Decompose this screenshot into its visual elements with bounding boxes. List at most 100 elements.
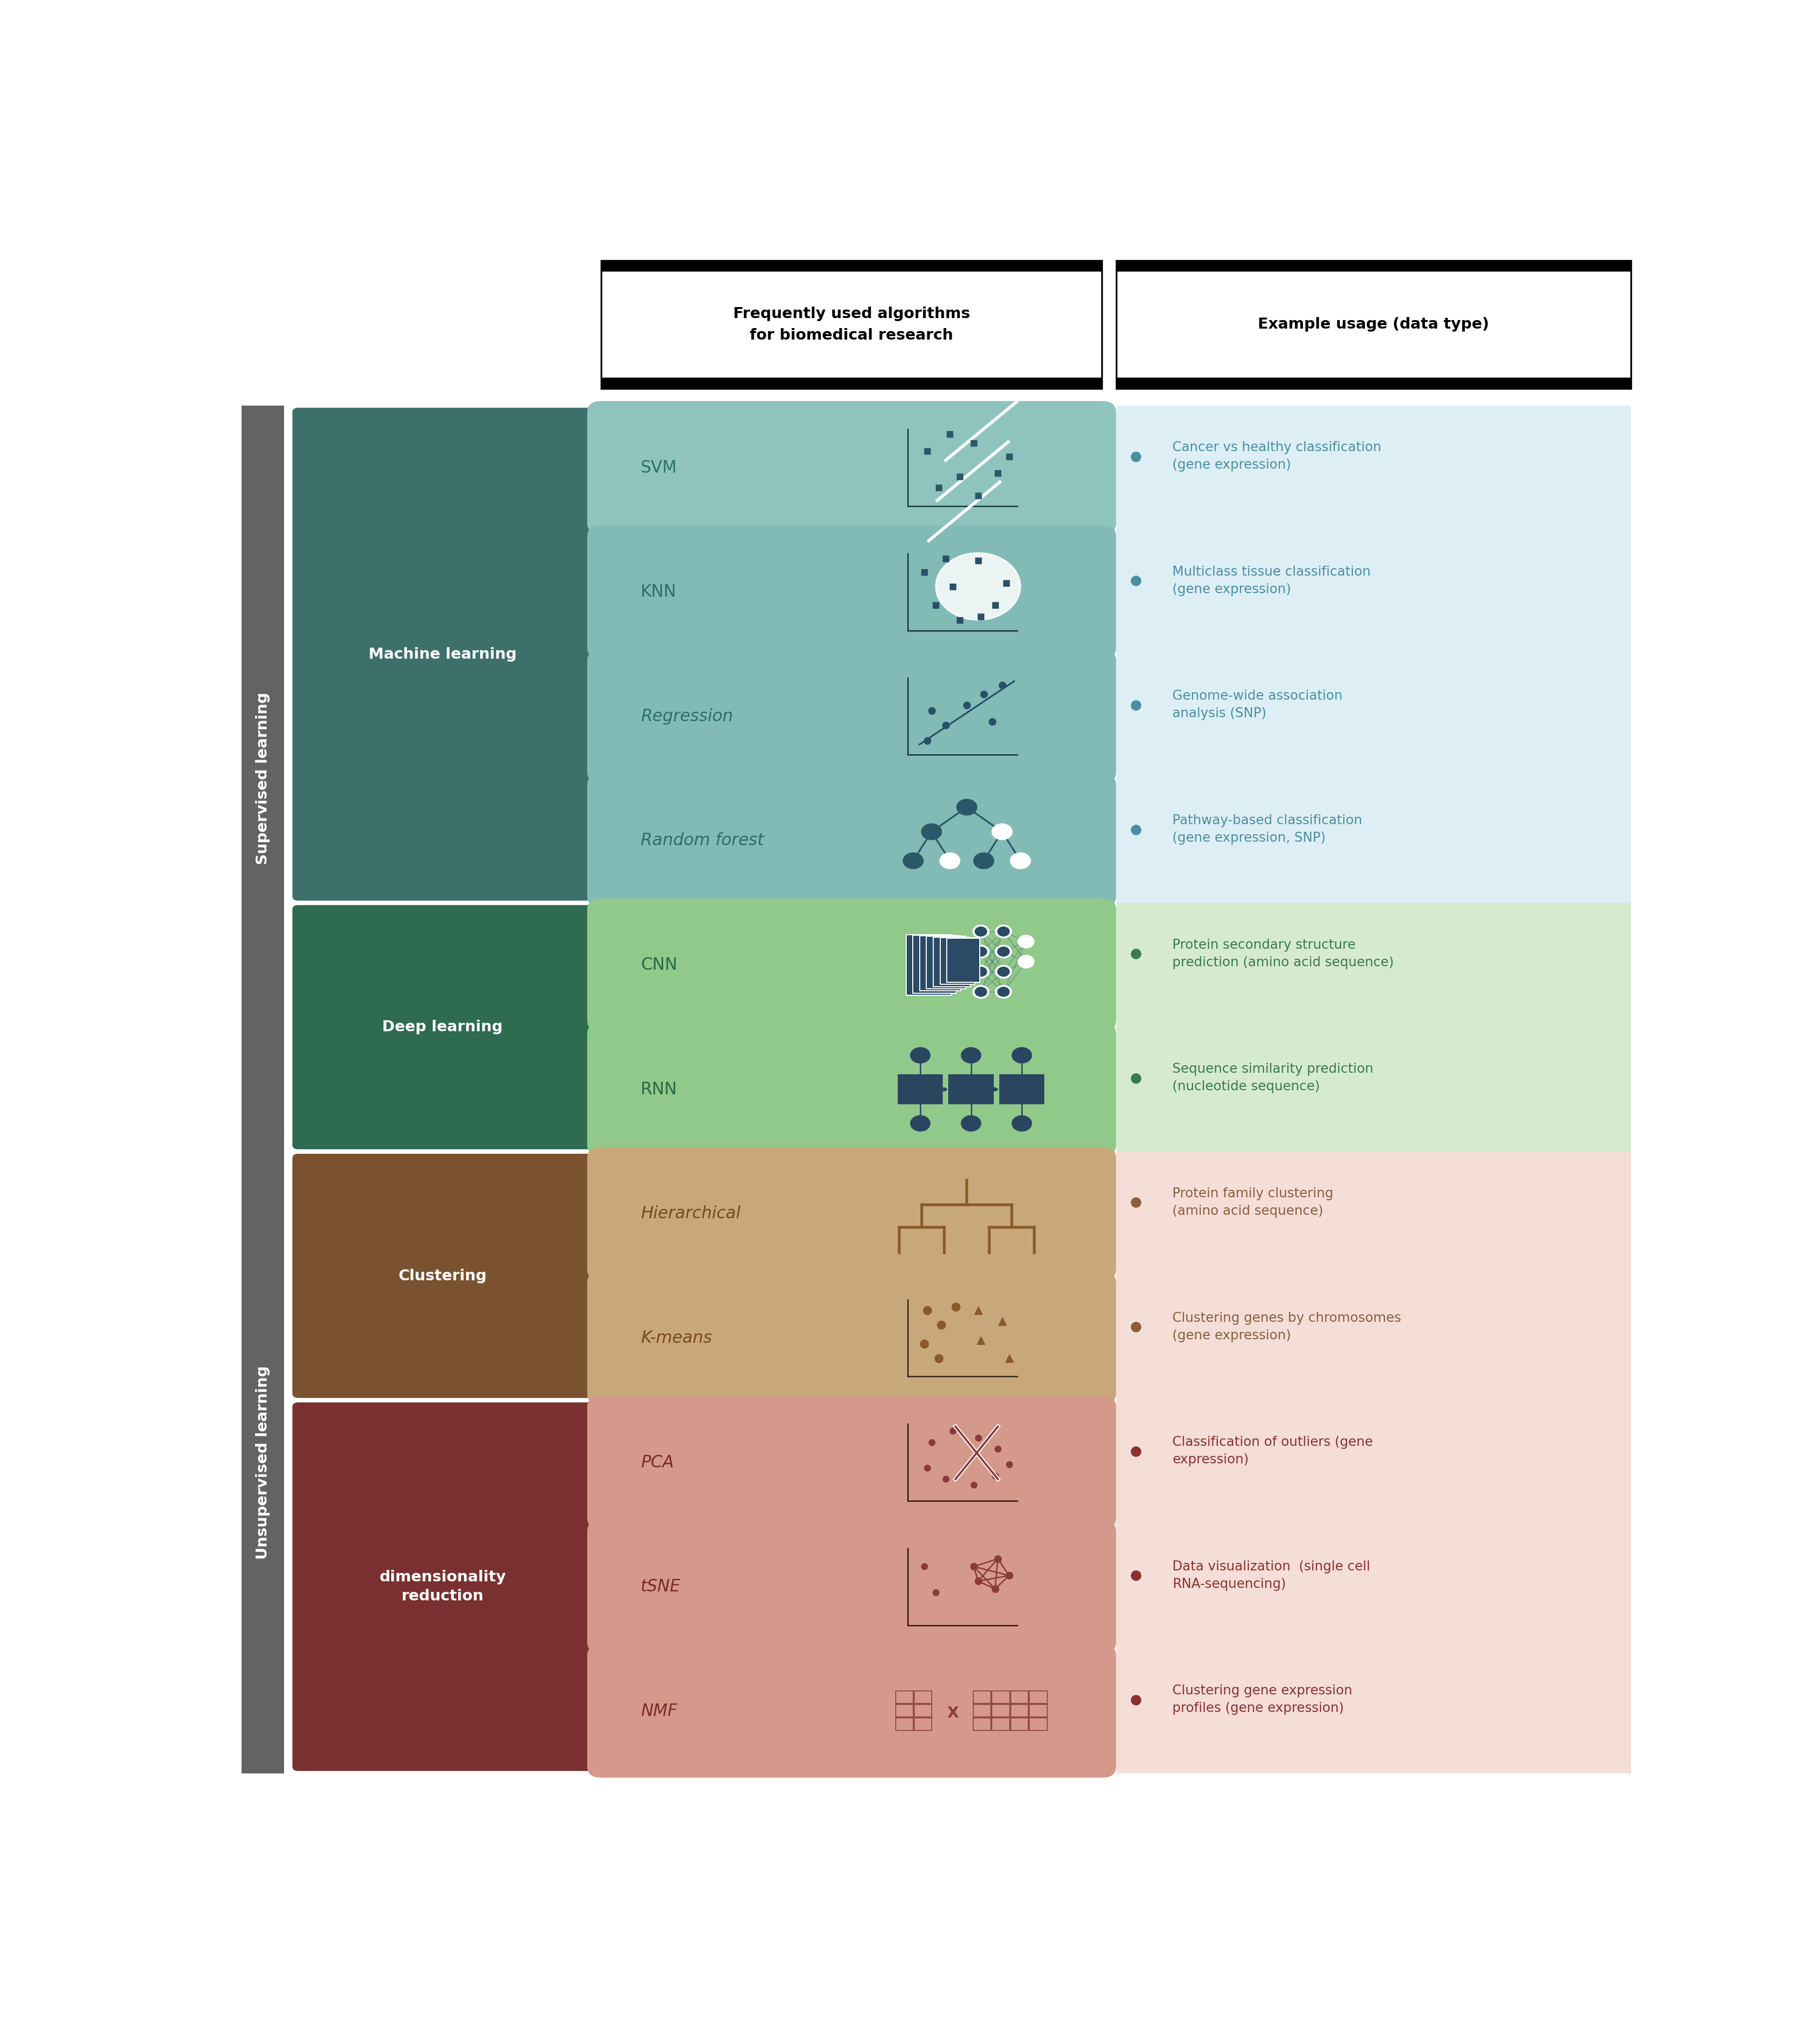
Text: Genome-wide association
analysis (SNP): Genome-wide association analysis (SNP)	[1172, 690, 1343, 721]
FancyBboxPatch shape	[588, 526, 1116, 658]
Circle shape	[972, 985, 988, 999]
FancyBboxPatch shape	[992, 1717, 1010, 1730]
FancyBboxPatch shape	[588, 1520, 1116, 1652]
Circle shape	[1017, 956, 1034, 968]
Circle shape	[957, 800, 977, 816]
Circle shape	[997, 987, 1010, 997]
FancyBboxPatch shape	[1010, 1691, 1028, 1703]
Circle shape	[972, 926, 988, 938]
Bar	[601, 378, 1101, 390]
FancyBboxPatch shape	[293, 905, 593, 1149]
Circle shape	[1012, 1117, 1032, 1131]
Circle shape	[961, 1047, 981, 1064]
FancyBboxPatch shape	[919, 936, 961, 991]
FancyBboxPatch shape	[588, 650, 1116, 784]
Text: Protein family clustering
(amino acid sequence): Protein family clustering (amino acid se…	[1172, 1188, 1334, 1218]
Text: Unsupervised learning: Unsupervised learning	[255, 1366, 269, 1559]
FancyBboxPatch shape	[293, 1153, 593, 1399]
FancyBboxPatch shape	[895, 1717, 914, 1730]
FancyBboxPatch shape	[1030, 1717, 1047, 1730]
FancyBboxPatch shape	[974, 1691, 990, 1703]
Text: Frequently used algorithms
for biomedical research: Frequently used algorithms for biomedica…	[733, 307, 970, 343]
Bar	[1116, 1151, 1631, 1774]
Circle shape	[974, 853, 994, 869]
Bar	[242, 1151, 284, 1774]
Circle shape	[972, 964, 988, 978]
FancyBboxPatch shape	[1030, 1705, 1047, 1717]
FancyBboxPatch shape	[999, 1074, 1045, 1104]
Text: Clustering genes by chromosomes
(gene expression): Clustering genes by chromosomes (gene ex…	[1172, 1311, 1401, 1342]
Bar	[1116, 260, 1631, 272]
FancyBboxPatch shape	[946, 938, 979, 983]
Circle shape	[996, 985, 1012, 999]
Bar	[1116, 903, 1631, 1151]
Text: Regression: Regression	[641, 708, 733, 725]
FancyBboxPatch shape	[895, 1691, 914, 1703]
Circle shape	[976, 946, 986, 956]
Text: Cancer vs healthy classification
(gene expression): Cancer vs healthy classification (gene e…	[1172, 441, 1381, 471]
Circle shape	[1017, 936, 1034, 948]
Circle shape	[992, 824, 1012, 840]
FancyBboxPatch shape	[914, 1717, 932, 1730]
Text: PCA: PCA	[641, 1453, 673, 1470]
FancyBboxPatch shape	[992, 1691, 1010, 1703]
FancyBboxPatch shape	[293, 1403, 593, 1770]
FancyBboxPatch shape	[1010, 1705, 1028, 1717]
Circle shape	[1012, 1047, 1032, 1064]
FancyBboxPatch shape	[992, 1705, 1010, 1717]
Text: Clustering: Clustering	[399, 1269, 486, 1283]
Circle shape	[976, 966, 986, 976]
FancyBboxPatch shape	[926, 936, 966, 989]
Text: Deep learning: Deep learning	[382, 1019, 502, 1035]
FancyBboxPatch shape	[588, 1644, 1116, 1778]
FancyBboxPatch shape	[934, 938, 970, 987]
Circle shape	[997, 966, 1010, 976]
FancyBboxPatch shape	[588, 773, 1116, 907]
Circle shape	[903, 853, 923, 869]
FancyBboxPatch shape	[293, 408, 593, 901]
FancyBboxPatch shape	[588, 1147, 1116, 1281]
Text: Protein secondary structure
prediction (amino acid sequence): Protein secondary structure prediction (…	[1172, 938, 1394, 968]
Circle shape	[910, 1047, 930, 1064]
Text: Classification of outliers (gene
expression): Classification of outliers (gene express…	[1172, 1435, 1372, 1466]
FancyBboxPatch shape	[914, 1691, 932, 1703]
Text: Data visualization  (single cell
RNA-sequencing): Data visualization (single cell RNA-sequ…	[1172, 1561, 1370, 1592]
Circle shape	[976, 987, 986, 997]
FancyBboxPatch shape	[1010, 1717, 1028, 1730]
Bar	[242, 406, 284, 1151]
Text: Random forest: Random forest	[641, 832, 764, 849]
Text: SVM: SVM	[641, 459, 677, 475]
Text: K-means: K-means	[641, 1330, 712, 1346]
Bar	[1116, 378, 1631, 390]
Text: Multiclass tissue classification
(gene expression): Multiclass tissue classification (gene e…	[1172, 566, 1370, 597]
FancyBboxPatch shape	[588, 402, 1116, 534]
Circle shape	[939, 853, 959, 869]
Text: Pathway-based classification
(gene expression, SNP): Pathway-based classification (gene expre…	[1172, 814, 1363, 844]
FancyBboxPatch shape	[974, 1705, 990, 1717]
Circle shape	[997, 946, 1010, 956]
Text: X: X	[946, 1705, 959, 1721]
Text: Machine learning: Machine learning	[369, 648, 517, 662]
Text: Hierarchical: Hierarchical	[641, 1206, 741, 1222]
Circle shape	[910, 1117, 930, 1131]
Text: dimensionality
reduction: dimensionality reduction	[379, 1569, 506, 1604]
Circle shape	[972, 946, 988, 958]
Circle shape	[997, 928, 1010, 936]
FancyBboxPatch shape	[939, 938, 976, 985]
Text: Example usage (data type): Example usage (data type)	[1258, 317, 1489, 331]
Text: RNN: RNN	[641, 1082, 677, 1098]
Bar	[1116, 260, 1631, 390]
FancyBboxPatch shape	[588, 1397, 1116, 1529]
FancyBboxPatch shape	[588, 1271, 1116, 1405]
Circle shape	[1010, 853, 1030, 869]
Circle shape	[935, 552, 1021, 619]
Circle shape	[996, 946, 1012, 958]
FancyBboxPatch shape	[906, 936, 952, 995]
Text: Clustering gene expression
profiles (gene expression): Clustering gene expression profiles (gen…	[1172, 1685, 1352, 1715]
Circle shape	[976, 928, 986, 936]
FancyBboxPatch shape	[897, 1074, 943, 1104]
Text: Sequence similarity prediction
(nucleotide sequence): Sequence similarity prediction (nucleoti…	[1172, 1064, 1374, 1094]
Text: Supervised learning: Supervised learning	[255, 692, 269, 865]
Text: KNN: KNN	[641, 585, 677, 601]
FancyBboxPatch shape	[895, 1705, 914, 1717]
